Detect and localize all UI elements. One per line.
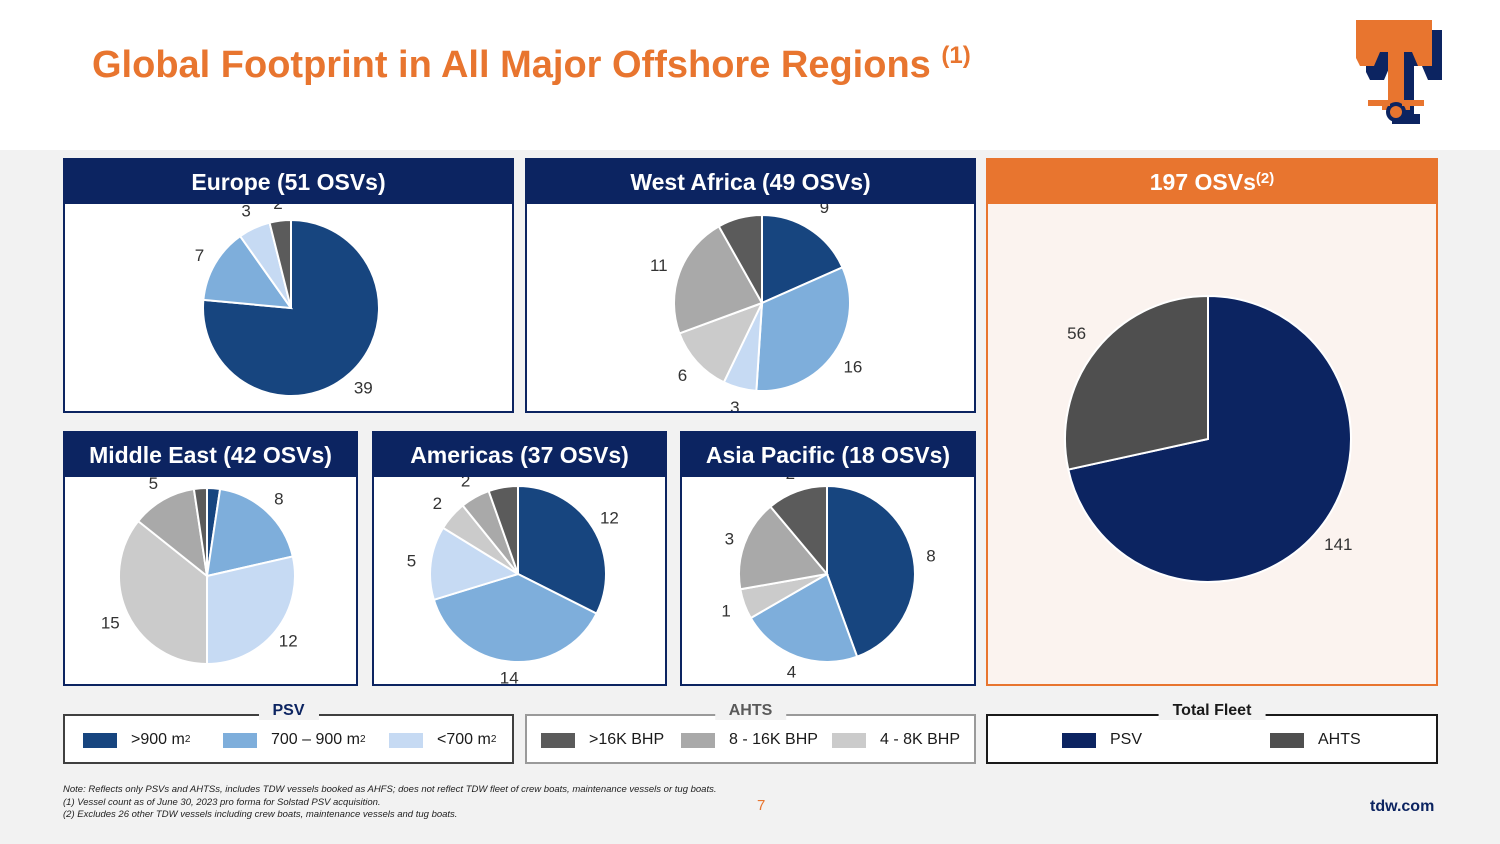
- data-label-700-m2: 3: [730, 398, 739, 411]
- ahts-legend: AHTS >16K BHP 8 - 16K BHP 4 - 8K BHP: [525, 702, 976, 764]
- data-label-700-900-m2: 16: [843, 357, 862, 376]
- pie-slice-900-m2: [826, 484, 916, 658]
- data-label-900-m2: 1: [210, 477, 219, 479]
- middle-east-title: Middle East (42 OSVs): [65, 433, 356, 477]
- data-label-700-900-m2: 7: [195, 246, 204, 265]
- pie-slice-900-m2: [761, 213, 844, 305]
- pie-slice-700-900-m2: [749, 572, 859, 663]
- legend-swatch: [541, 732, 575, 748]
- legend-swatch: [681, 732, 715, 748]
- data-label-4-8k-bhp: 15: [101, 614, 120, 633]
- europe-pie: 39 7 3 2: [195, 204, 381, 397]
- data-label-700-m2: 3: [241, 204, 250, 221]
- pie-slice-16k-bhp: [487, 484, 519, 575]
- europe-panel: Europe (51 OSVs) 39 7 3 2: [63, 158, 514, 413]
- pie-slice-16k-bhp: [769, 484, 828, 577]
- pie-slice-700-m2: [429, 526, 521, 602]
- legend-swatch: [1270, 732, 1304, 748]
- asia-pacific-pie: 8 4 1 3 2: [721, 477, 935, 682]
- total-fleet-legend-title: Total Fleet: [1158, 702, 1266, 720]
- footnote-2: (2) Excludes 26 other TDW vessels includ…: [63, 809, 458, 820]
- pie-slice-700-900-m2: [432, 572, 598, 663]
- legend-swatch: [832, 732, 866, 748]
- europe-title: Europe (51 OSVs): [65, 160, 512, 204]
- data-label-900-m2: 8: [926, 547, 935, 566]
- data-label-700-900-m2: 8: [274, 490, 283, 509]
- americas-title: Americas (37 OSVs): [374, 433, 665, 477]
- total-fleet-legend: Total Fleet PSV AHTS: [986, 702, 1438, 764]
- pie-slice-4-8k-bhp: [678, 301, 764, 384]
- pie-slice-900-m2: [517, 484, 607, 615]
- west-africa-title: West Africa (49 OSVs): [527, 160, 974, 204]
- pie-slice-8-16k-bhp: [738, 505, 829, 591]
- pie-slice-700-900-m2: [755, 266, 851, 392]
- middle-east-panel: Middle East (42 OSVs) 1 8 12 15 5 1: [63, 431, 358, 686]
- pie-slice-700-m2: [206, 555, 296, 666]
- data-label-700-m2: 5: [407, 551, 416, 570]
- data-label-16k-bhp: 2: [786, 477, 795, 483]
- legend-item-ahts-gt16k: >16K BHP: [541, 728, 664, 752]
- ahts-legend-title: AHTS: [714, 702, 787, 720]
- data-label-8-16k-bhp: 5: [149, 477, 158, 493]
- footnote-1: (1) Vessel count as of June 30, 2023 pro…: [63, 796, 381, 808]
- data-label-16k-bhp: 2: [495, 477, 504, 478]
- data-label-4-8k-bhp: 1: [721, 602, 730, 621]
- pie-slice-ahts: [1064, 294, 1209, 471]
- pie-slice-psv: [1067, 294, 1352, 583]
- pie-slice-700-900-m2: [205, 487, 294, 578]
- data-label-700-900-m2: 4: [787, 663, 796, 682]
- footnotes: Note: Reflects only PSVs and AHTSs, incl…: [63, 784, 733, 822]
- data-label-8-16k-bhp: 11: [650, 256, 668, 275]
- data-label-16k-bhp: 4: [729, 204, 738, 207]
- legend-item-ahts-4-8k: 4 - 8K BHP: [832, 728, 960, 752]
- data-label-4-8k-bhp: 2: [433, 494, 442, 513]
- data-label-900-m2: 12: [600, 509, 619, 528]
- total-fleet-title: 197 OSVs(2): [988, 160, 1436, 204]
- page-title: Global Footprint in All Major Offshore R…: [92, 42, 971, 86]
- page-number: 7: [757, 797, 766, 814]
- legend-item-total-ahts: AHTS: [1270, 728, 1361, 752]
- data-label-16k-bhp: 2: [273, 204, 282, 213]
- americas-panel: Americas (37 OSVs) 12 14 5 2 2 2: [372, 431, 667, 686]
- middle-east-pie: 1 8 12 15 5 1: [101, 477, 298, 666]
- data-label-700-m2: 12: [279, 632, 298, 651]
- footnote-note: Note: Reflects only PSVs and AHTSs, incl…: [63, 784, 717, 795]
- pie-slice-16k-bhp: [268, 218, 292, 309]
- legend-swatch: [389, 732, 423, 748]
- legend-item-total-psv: PSV: [1062, 728, 1142, 752]
- legend-item-ahts-8-16k: 8 - 16K BHP: [681, 728, 818, 752]
- pie-slice-16k-bhp: [717, 213, 763, 307]
- data-label-900-m2: 9: [820, 204, 829, 217]
- pie-slice-8-16k-bhp: [136, 487, 209, 579]
- total-fleet-panel: 197 OSVs(2) 141 56: [986, 158, 1438, 686]
- tidewater-logo: [1356, 20, 1442, 124]
- americas-pie: 12 14 5 2 2 2: [407, 477, 619, 685]
- pie-slice-8-16k-bhp: [672, 224, 764, 335]
- legend-swatch: [1062, 732, 1096, 748]
- data-label-4-8k-bhp: 6: [678, 366, 687, 385]
- pie-slice-4-8k-bhp: [118, 519, 208, 666]
- data-label-16k-bhp: 1: [194, 477, 203, 479]
- data-label-8-16k-bhp: 3: [725, 530, 734, 549]
- data-label-8-16k-bhp: 2: [461, 477, 470, 490]
- data-label-700-900-m2: 14: [500, 669, 519, 685]
- asia-pacific-title: Asia Pacific (18 OSVs): [682, 433, 974, 477]
- legend-swatch: [83, 732, 117, 748]
- west-africa-pie: 9 16 3 6 11 4: [650, 204, 862, 411]
- legend-swatch: [223, 732, 257, 748]
- pie-slice-700-900-m2: [202, 234, 294, 310]
- total-fleet-pie: 141 56: [1064, 294, 1352, 583]
- west-africa-panel: West Africa (49 OSVs) 9 16 3 6 11 4: [525, 158, 976, 413]
- data-label-psv: 141: [1324, 535, 1352, 554]
- pie-slice-16k-bhp: [192, 486, 208, 577]
- psv-legend-title: PSV: [258, 702, 319, 720]
- asia-pacific-panel: Asia Pacific (18 OSVs) 8 4 1 3 2: [680, 431, 976, 686]
- website-link[interactable]: tdw.com: [1370, 798, 1435, 815]
- data-label-900-m2: 39: [354, 378, 373, 397]
- data-label-ahts: 56: [1067, 324, 1086, 343]
